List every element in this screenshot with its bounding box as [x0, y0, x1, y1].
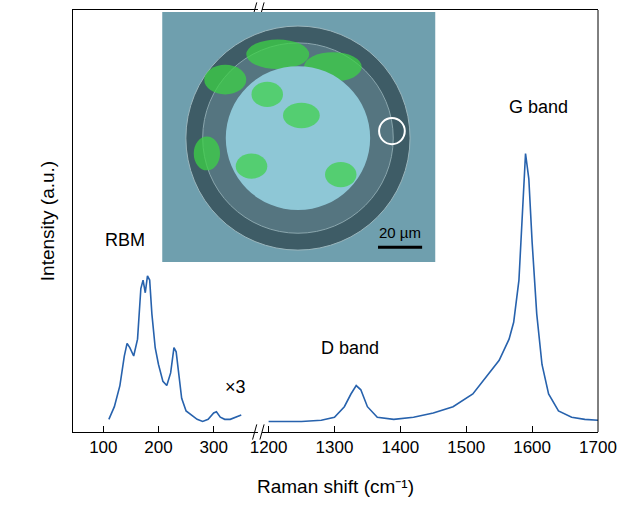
svg-text:Intensity (a.u.): Intensity (a.u.): [37, 161, 58, 281]
svg-text:1600: 1600: [513, 438, 551, 457]
svg-text:1300: 1300: [316, 438, 354, 457]
svg-text:×3: ×3: [225, 377, 246, 397]
svg-text:RBM: RBM: [105, 230, 145, 250]
svg-text:1400: 1400: [381, 438, 419, 457]
svg-text:Raman shift (cm⁻¹): Raman shift (cm⁻¹): [257, 476, 414, 497]
svg-text:G band: G band: [509, 97, 568, 117]
svg-text:1200: 1200: [250, 438, 288, 457]
svg-text:200: 200: [144, 438, 172, 457]
svg-text:20 µm: 20 µm: [379, 224, 421, 241]
svg-text:1700: 1700: [579, 438, 617, 457]
svg-text:300: 300: [199, 438, 227, 457]
svg-text:100: 100: [89, 438, 117, 457]
svg-text:1500: 1500: [447, 438, 485, 457]
svg-text:D band: D band: [321, 338, 379, 358]
